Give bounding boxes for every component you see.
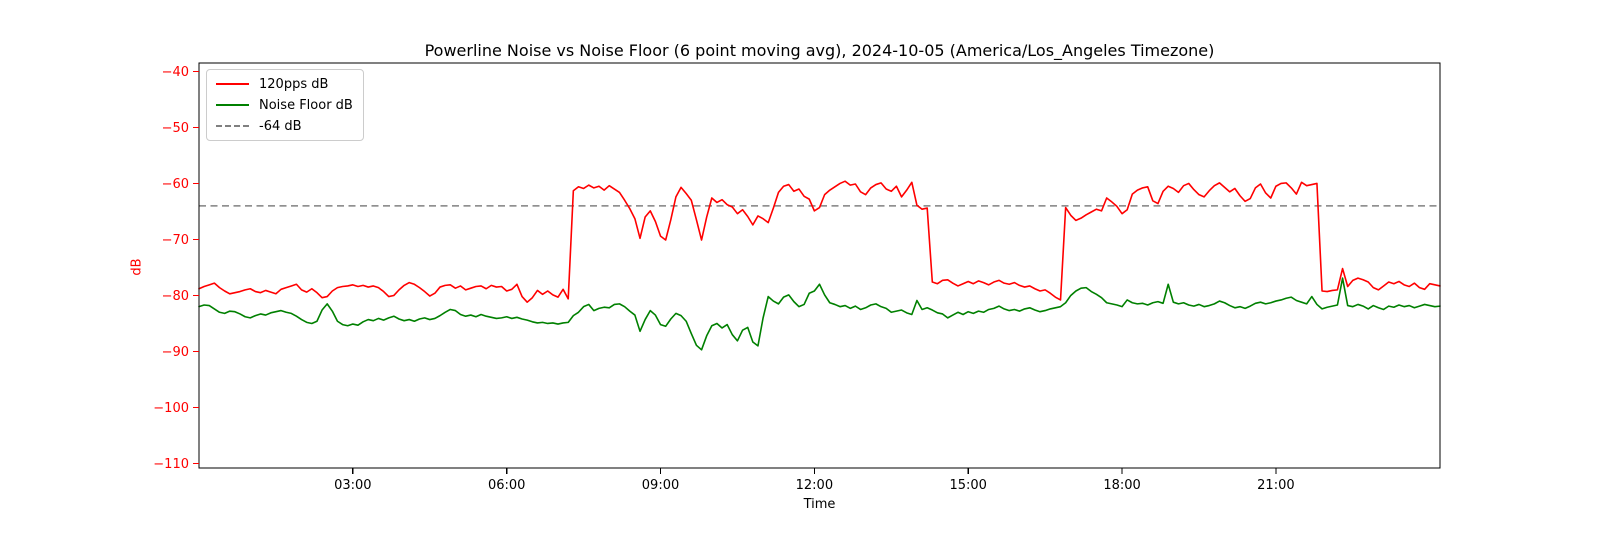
y-tick-label: −90	[162, 345, 189, 360]
chart-title: Powerline Noise vs Noise Floor (6 point …	[424, 41, 1215, 60]
y-tick-label: −110	[153, 457, 189, 472]
y-tick-label: −100	[153, 401, 189, 416]
legend: 120pps dB Noise Floor dB -64 dB	[206, 69, 364, 141]
y-tick-label: −80	[162, 289, 189, 304]
y-tick-label: −60	[162, 177, 189, 192]
y-tick-label: −50	[162, 121, 189, 136]
x-tick-label: 18:00	[1103, 478, 1140, 493]
legend-line-sample-red	[216, 83, 249, 85]
legend-label-threshold: -64 dB	[259, 118, 302, 134]
x-tick-label: 09:00	[642, 478, 679, 493]
x-axis-label: Time	[803, 497, 836, 512]
plot-border	[198, 62, 1441, 469]
y-tick-label: −70	[162, 233, 189, 248]
legend-item-threshold: -64 dB	[216, 117, 353, 135]
y-tick-label: −40	[162, 65, 189, 80]
series-line-120pps-db	[198, 180, 1441, 303]
x-tick-label: 06:00	[488, 478, 525, 493]
legend-item-noise-floor: Noise Floor dB	[216, 96, 353, 114]
x-tick-label: 12:00	[796, 478, 833, 493]
series-line-noise-floor-db	[198, 277, 1441, 351]
legend-label-120pps: 120pps dB	[259, 76, 329, 92]
legend-line-sample-dashed	[216, 125, 249, 127]
y-axis-label: dB	[129, 258, 145, 276]
legend-item-120pps: 120pps dB	[216, 75, 353, 93]
legend-label-noise-floor: Noise Floor dB	[259, 97, 353, 113]
x-tick-label: 21:00	[1257, 478, 1294, 493]
x-tick-label: 03:00	[334, 478, 371, 493]
x-tick-label: 15:00	[949, 478, 986, 493]
legend-line-sample-green	[216, 104, 249, 106]
